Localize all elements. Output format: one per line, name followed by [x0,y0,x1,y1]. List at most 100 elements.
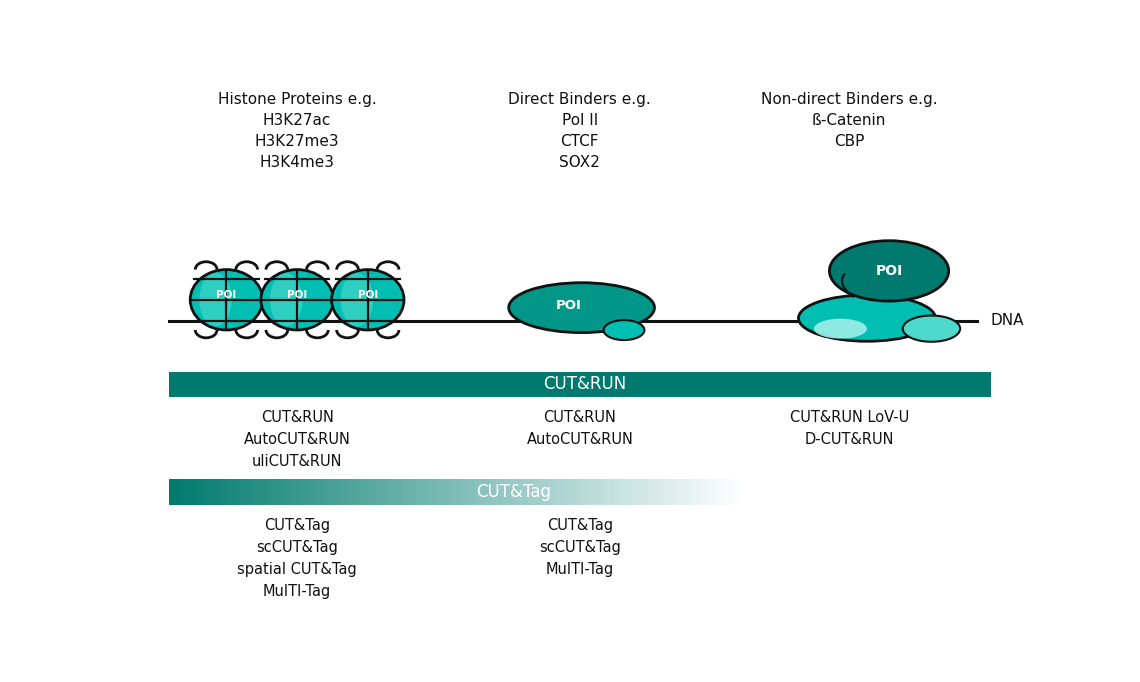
Bar [295,479,299,505]
Ellipse shape [903,316,960,342]
Bar [459,479,463,505]
Bar [326,479,328,505]
Bar [521,479,524,505]
Bar [602,479,604,505]
Bar [479,479,482,505]
Bar [329,479,333,505]
Bar [190,479,193,505]
Bar [710,479,714,505]
Bar [349,479,352,505]
Bar [605,479,609,505]
Bar [251,479,254,505]
Bar [504,479,507,505]
Bar [358,479,361,505]
Bar [724,479,727,505]
Bar [650,479,652,505]
Bar [442,479,446,505]
Bar [230,479,233,505]
Bar [340,479,342,505]
Bar [500,479,503,505]
Bar [532,479,536,505]
Bar [633,479,635,505]
Bar [383,479,386,505]
Bar [315,479,317,505]
Bar [638,479,641,505]
Bar [617,479,620,505]
Ellipse shape [798,295,936,341]
Bar [661,479,663,505]
Bar [177,479,179,505]
Bar [732,479,734,505]
Bar [520,479,522,505]
Bar [512,479,514,505]
Bar [370,479,373,505]
Bar [687,479,691,505]
Text: Non-direct Binders e.g.
ß-Catenin
CBP: Non-direct Binders e.g. ß-Catenin CBP [762,92,937,149]
Bar [640,479,643,505]
Bar [236,479,238,505]
Bar [575,479,578,505]
Bar [337,479,340,505]
Bar [621,479,624,505]
Bar [242,479,245,505]
Bar [301,479,304,505]
Bar [368,479,371,505]
Bar [619,479,621,505]
Bar [734,479,736,505]
Bar [684,479,686,505]
Bar [718,479,722,505]
Bar [247,479,251,505]
Bar [347,479,350,505]
Bar [495,479,497,505]
Bar [192,479,195,505]
Text: POI: POI [555,299,581,312]
Bar [692,479,694,505]
Bar [490,479,494,505]
Bar [728,479,731,505]
Bar [741,479,744,505]
Bar [705,479,708,505]
Bar [698,479,700,505]
Bar [439,479,441,505]
Bar [475,479,478,505]
Ellipse shape [341,273,373,327]
Bar [557,479,561,505]
Bar [400,479,404,505]
Bar [560,479,562,505]
Bar [555,479,559,505]
Bar [259,479,262,505]
Bar [357,479,359,505]
Bar [420,479,423,505]
Bar [256,479,260,505]
Text: Direct Binders e.g.
Pol II
CTCF
SOX2: Direct Binders e.g. Pol II CTCF SOX2 [508,92,651,170]
Text: POI: POI [287,290,308,300]
Bar [665,479,668,505]
Bar [715,479,717,505]
Bar [634,479,637,505]
Bar [234,479,237,505]
Bar [238,479,241,505]
Bar [293,479,296,505]
Bar [180,479,184,505]
Bar [376,479,378,505]
Bar [473,479,477,505]
Bar [393,479,396,505]
Bar [675,479,677,505]
Bar [483,479,486,505]
Bar [535,479,537,505]
Bar [716,479,719,505]
Bar [408,479,412,505]
Bar [186,479,189,505]
Bar [478,479,480,505]
Bar [406,479,409,505]
Bar [290,479,292,505]
Bar [196,479,198,505]
Ellipse shape [603,320,644,340]
Bar [609,479,612,505]
Bar [673,479,675,505]
Bar [726,479,728,505]
Bar [518,479,520,505]
Text: CUT&Tag
scCUT&Tag
spatial CUT&Tag
MuITI-Tag: CUT&Tag scCUT&Tag spatial CUT&Tag MuITI-… [237,518,357,599]
Bar [286,479,288,505]
Bar [389,479,392,505]
